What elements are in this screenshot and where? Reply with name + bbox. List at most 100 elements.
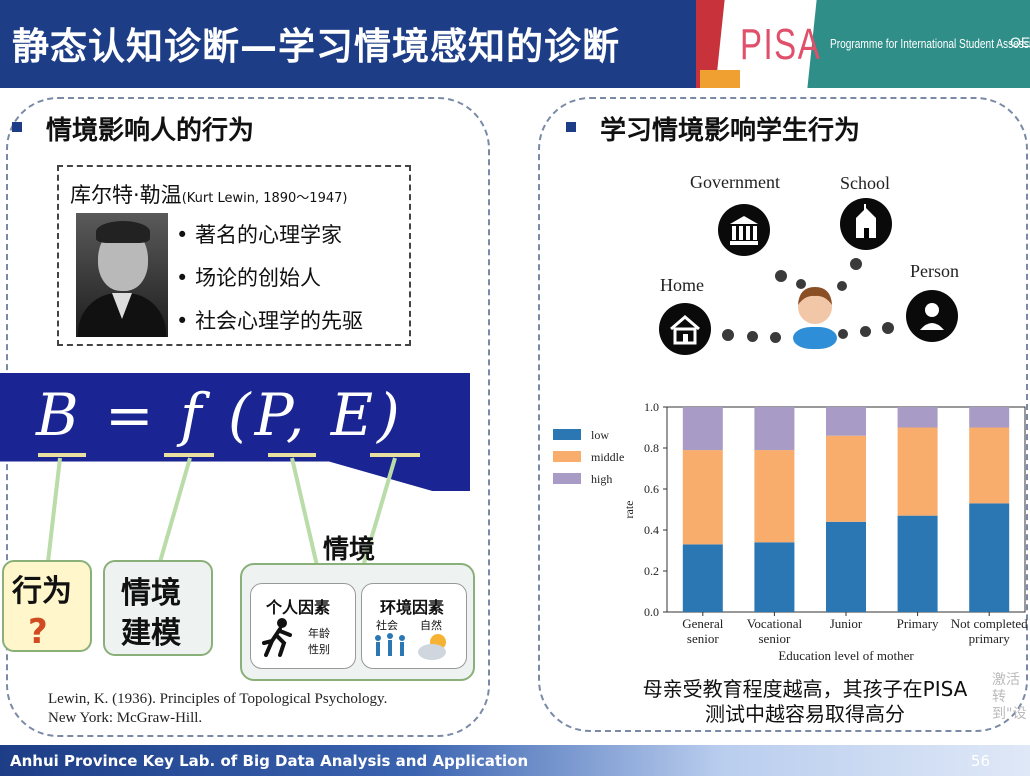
people-group-icon (375, 633, 405, 656)
pisa-programme-text: Programme for International Student Asse… (830, 36, 1030, 51)
y-tick-label: 0.2 (644, 564, 659, 578)
pisa-banner: PISA Programme for International Student… (696, 0, 1030, 88)
y-axis-label: rate (622, 501, 636, 519)
connector-b (46, 457, 62, 563)
lewin-chinese-name: 库尔特·勒温 (70, 183, 182, 207)
env-nature: 自然 (420, 619, 442, 632)
y-tick-label: 1.0 (644, 400, 659, 414)
bar-low (897, 515, 938, 612)
pisa-logo: PISA (740, 20, 822, 69)
school-icon (856, 204, 876, 238)
behavior-box (2, 560, 92, 652)
environment-factors-title: 环境因素 (380, 598, 445, 617)
portrait-hair (96, 221, 150, 243)
lewin-name: 库尔特·勒温(Kurt Lewin, 1890～1947) (70, 179, 347, 209)
person-label: Person (910, 261, 959, 281)
legend-swatch-middle (553, 451, 581, 462)
bar-low (682, 544, 723, 612)
caption-line-2: 测试中越容易取得高分 (705, 702, 905, 726)
lewin-reference: Lewin, K. (1936). Principles of Topologi… (48, 690, 387, 728)
lewin-dates: (Kurt Lewin, 1890～1947) (181, 191, 348, 206)
connector-dot (882, 322, 894, 334)
government-icon (730, 216, 758, 245)
bar-low (969, 503, 1010, 612)
activation-watermark: 激活 转到"设 (992, 672, 1030, 723)
left-bullet (12, 122, 22, 132)
caption-line-1: 母亲受教育程度越高，其孩子在PISA (642, 677, 968, 701)
reference-line-1: Lewin, K. (1936). Principles of Topologi… (48, 691, 388, 707)
env-social: 社会 (376, 619, 398, 632)
bar-low (754, 542, 795, 612)
x-tick-label: Vocational (747, 616, 803, 631)
bar-high (969, 407, 1010, 428)
y-tick-label: 0.6 (644, 482, 659, 496)
watermark-line-1: 激活 (992, 672, 1020, 688)
x-tick-label: primary (969, 631, 1011, 646)
x-tick-label: Primary (897, 616, 939, 631)
home-label: Home (660, 275, 704, 295)
oecd-logo: OECD (1010, 34, 1030, 50)
connector-e (360, 457, 397, 571)
x-axis-label: Education level of mother (778, 648, 914, 663)
modeling-label-line2: 建模 (121, 616, 181, 651)
pisa-orange-stripe (700, 70, 740, 88)
slide-header: 静态认知诊断—学习情境感知的诊断 PISA Programme for Inte… (0, 0, 1030, 88)
connector-f (158, 457, 192, 563)
bar-low (826, 521, 866, 612)
legend-swatch-low (553, 429, 581, 440)
bar-high (754, 407, 795, 451)
bar-middle (969, 427, 1010, 504)
modeling-box (103, 560, 213, 656)
person-icon (920, 303, 944, 330)
lewin-fact-3: • 社会心理学的先驱 (176, 309, 364, 333)
lewin-info-box (57, 165, 411, 346)
underline-f (164, 453, 214, 457)
behavior-label: 行为 (12, 574, 72, 609)
lewin-fact-2: • 场论的创始人 (176, 266, 322, 290)
connector-dot (770, 332, 781, 343)
legend-label-middle: middle (591, 450, 624, 464)
connector-dot (747, 331, 758, 342)
page-number: 56 (970, 752, 990, 770)
school-node (840, 198, 892, 250)
y-tick-label: 0.8 (644, 441, 659, 455)
underline-b (38, 453, 86, 457)
person-node (906, 290, 958, 342)
y-tick-label: 0.4 (644, 523, 659, 537)
chart-caption: 母亲受教育程度越高，其孩子在PISA 测试中越容易取得高分 (600, 677, 1010, 727)
underline-p (268, 453, 316, 457)
home-icon (670, 315, 700, 345)
x-tick-label: Junior (830, 616, 863, 631)
watermark-line-2: 转到"设 (992, 689, 1027, 722)
connector-dot (837, 281, 847, 291)
legend-swatch-high (553, 473, 581, 484)
connector-dot (796, 279, 806, 289)
connector-dot (775, 270, 787, 282)
home-node (659, 303, 711, 355)
underline-e (370, 453, 420, 457)
lewin-fact-2-text: 场论的创始人 (195, 266, 322, 290)
x-tick-label: Not completed (951, 616, 1028, 631)
school-label: School (840, 173, 891, 193)
modeling-label-line1: 情境 (121, 576, 181, 611)
slide-footer: Anhui Province Key Lab. of Big Data Anal… (0, 745, 1030, 776)
lewin-fact-3-text: 社会心理学的先驱 (195, 309, 364, 333)
stacked-bar-chart: 0.00.20.40.60.81.0rateGeneralseniorVocat… (553, 400, 1028, 663)
running-person-icon (262, 618, 292, 657)
lewin-formula: B = f (P, E) (36, 381, 404, 449)
legend-label-low: low (591, 428, 609, 442)
right-panel (538, 97, 1028, 732)
x-tick-label: senior (687, 631, 719, 646)
bar-high (826, 407, 866, 436)
slide-title: 静态认知诊断—学习情境感知的诊断 (12, 25, 620, 68)
student-avatar-icon (793, 287, 837, 349)
connector-dot (838, 329, 848, 339)
bar-high (682, 407, 723, 451)
connector-dot (722, 329, 734, 341)
legend-label-high: high (591, 472, 612, 486)
lewin-fact-1-text: 著名的心理学家 (195, 223, 343, 247)
personal-gender: 性别 (308, 643, 330, 656)
connector-dot (850, 258, 862, 270)
weather-icon (418, 634, 446, 660)
